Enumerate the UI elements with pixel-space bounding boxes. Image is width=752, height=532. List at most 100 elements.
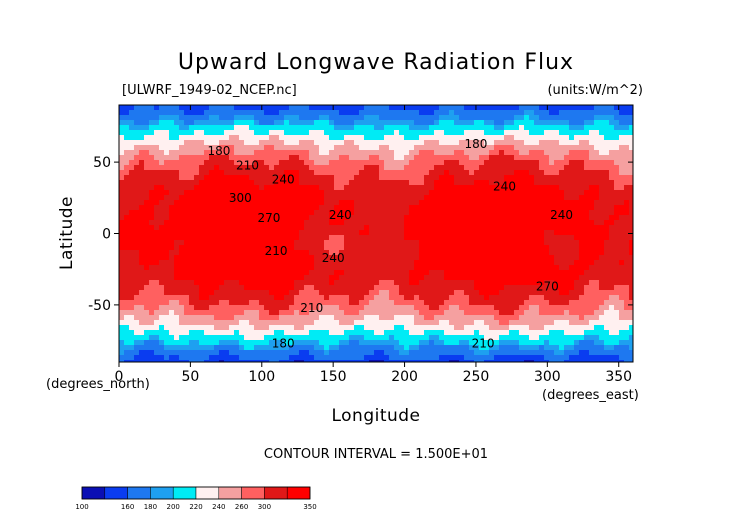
heatmap-cell [419,180,424,185]
heatmap-cell [359,135,364,140]
heatmap-cell [589,290,594,295]
heatmap-cell [554,130,559,135]
heatmap-cell [199,195,204,200]
heatmap-cell [184,335,189,340]
heatmap-cell [214,240,219,245]
heatmap-cell [314,280,319,285]
heatmap-cell [159,135,164,140]
heatmap-cell [159,295,164,300]
heatmap-cell [299,265,304,270]
heatmap-cell [329,290,334,295]
heatmap-cell [529,215,534,220]
heatmap-cell [539,230,544,235]
heatmap-cell [484,190,489,195]
heatmap-cell [464,180,469,185]
heatmap-cell [319,125,324,130]
heatmap-cell [509,140,514,145]
heatmap-cell [414,160,419,165]
heatmap-cell [474,250,479,255]
heatmap-cell [404,110,409,115]
heatmap-cell [129,155,134,160]
heatmap-cell [589,240,594,245]
heatmap-cell [484,235,489,240]
heatmap-cell [159,305,164,310]
heatmap-cell [329,140,334,145]
heatmap-cell [264,225,269,230]
heatmap-cell [199,200,204,205]
heatmap-cell [599,155,604,160]
heatmap-cell [119,220,124,225]
heatmap-cell [259,325,264,330]
heatmap-cell [614,130,619,135]
heatmap-cell [344,310,349,315]
heatmap-cell [249,145,254,150]
heatmap-cell [394,225,399,230]
heatmap-cell [484,265,489,270]
heatmap-cell [604,275,609,280]
heatmap-cell [469,160,474,165]
heatmap-cell [454,150,459,155]
heatmap-cell [379,165,384,170]
heatmap-cell [274,250,279,255]
heatmap-cell [629,285,633,290]
heatmap-cell [374,315,379,320]
heatmap-cell [244,120,249,125]
heatmap-cell [504,220,509,225]
heatmap-cell [354,260,359,265]
heatmap-cell [119,190,124,195]
heatmap-cell [134,280,139,285]
heatmap-cell [124,125,129,130]
heatmap-cell [489,175,494,180]
heatmap-cell [244,135,249,140]
heatmap-cell [599,200,604,205]
heatmap-cell [344,320,349,325]
heatmap-cell [449,335,454,340]
heatmap-cell [514,320,519,325]
heatmap-cell [514,265,519,270]
heatmap-cell [504,115,509,120]
heatmap-cell [514,285,519,290]
heatmap-cell [244,260,249,265]
heatmap-cell [574,125,579,130]
heatmap-cell [379,325,384,330]
heatmap-cell [354,335,359,340]
heatmap-cell [519,135,524,140]
heatmap-cell [249,140,254,145]
heatmap-cell [119,255,124,260]
heatmap-cell [249,200,254,205]
heatmap-cell [124,265,129,270]
heatmap-cell [484,295,489,300]
heatmap-cell [309,230,314,235]
heatmap-cell [154,275,159,280]
heatmap-cell [304,135,309,140]
heatmap-cell [494,130,499,135]
heatmap-cell [279,340,284,345]
heatmap-cell [304,140,309,145]
heatmap-cell [594,280,599,285]
heatmap-cell [414,300,419,305]
heatmap-cell [174,275,179,280]
heatmap-cell [309,335,314,340]
heatmap-cell [304,335,309,340]
heatmap-cell [234,150,239,155]
heatmap-cell [564,305,569,310]
heatmap-cell [339,145,344,150]
heatmap-cell [594,315,599,320]
heatmap-cell [439,155,444,160]
heatmap-cell [299,110,304,115]
heatmap-cell [609,260,614,265]
heatmap-cell [294,235,299,240]
heatmap-cell [204,210,209,215]
heatmap-cell [239,245,244,250]
heatmap-cell [569,215,574,220]
heatmap-cell [399,235,404,240]
heatmap-cell [224,105,229,110]
heatmap-cell [219,310,224,315]
heatmap-cell [414,305,419,310]
heatmap-cell [549,340,554,345]
heatmap-cell [519,300,524,305]
heatmap-cell [599,330,604,335]
heatmap-cell [299,205,304,210]
heatmap-cell [269,230,274,235]
heatmap-cell [284,245,289,250]
